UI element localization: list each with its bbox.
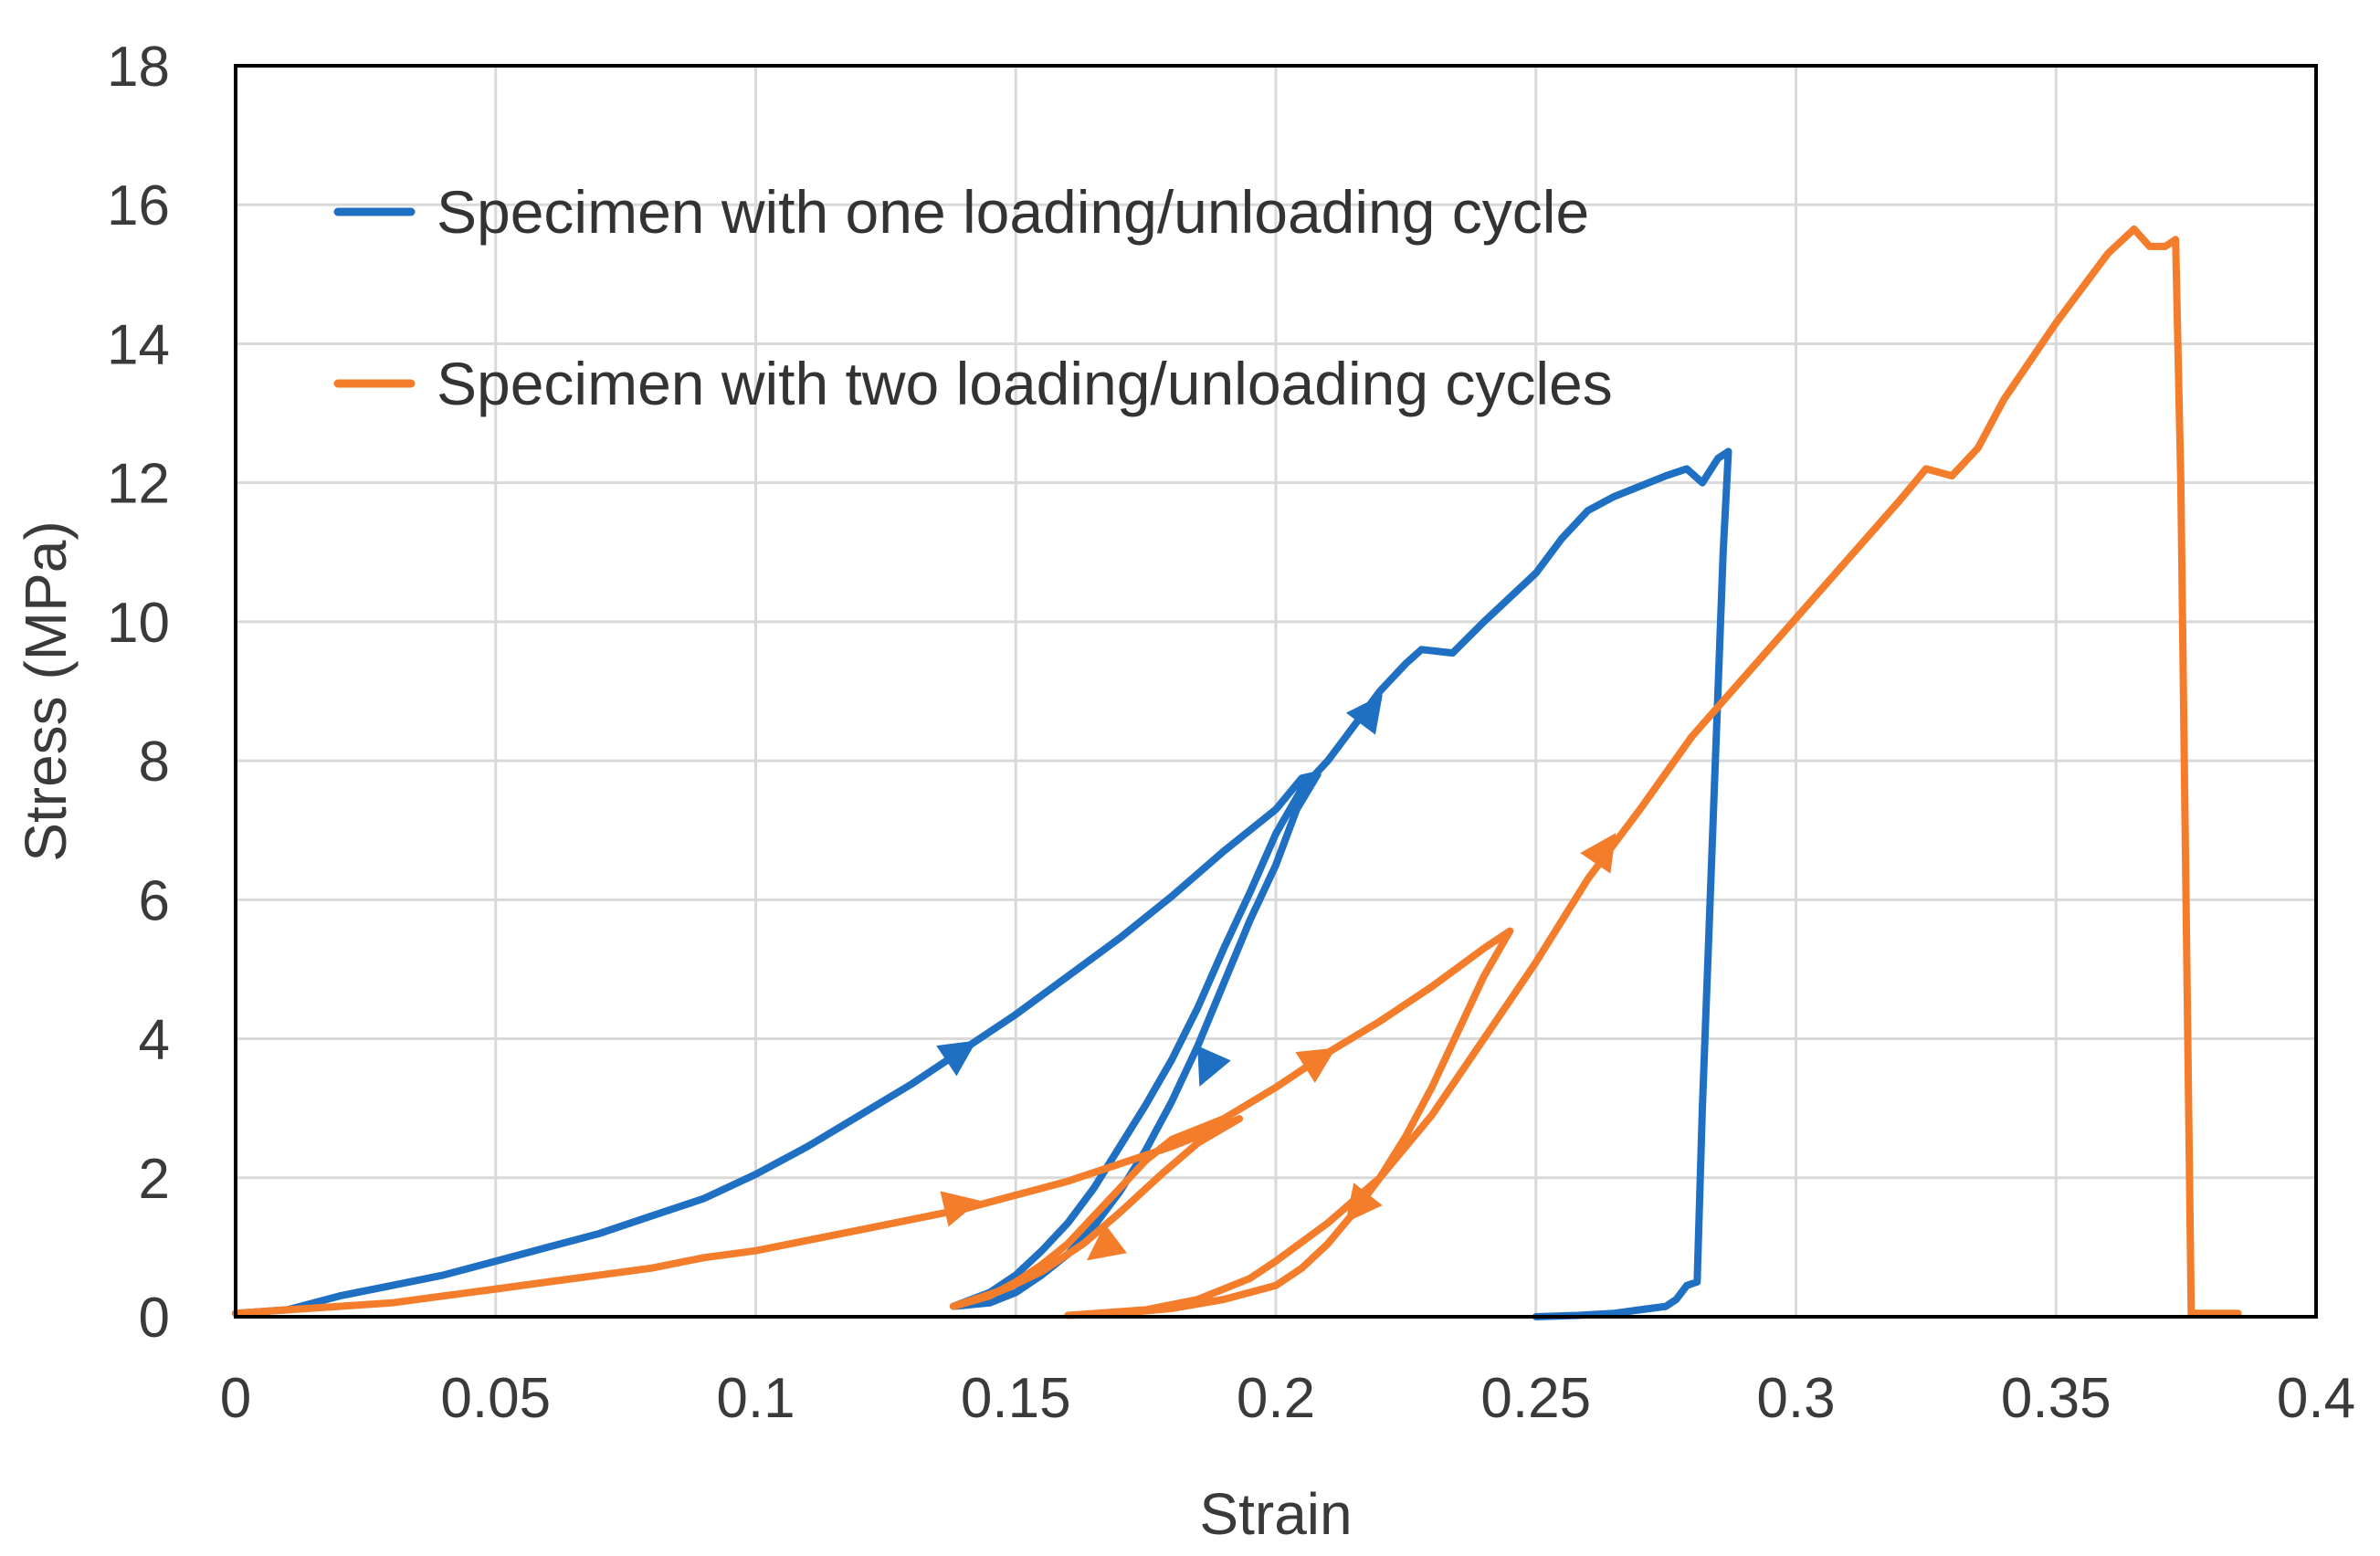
y-tick-label-1: 2 <box>139 1148 170 1211</box>
direction-arrow-7 <box>1580 833 1617 874</box>
x-tick-label-6: 0.3 <box>1756 1367 1835 1430</box>
x-tick-label-1: 0.05 <box>440 1367 551 1430</box>
series-line-1 <box>232 225 2242 1319</box>
grid-lines <box>234 64 2318 1319</box>
direction-arrows <box>936 694 1617 1261</box>
direction-arrow-1 <box>1197 1046 1231 1087</box>
legend-label-two-cycles: Specimen with two loading/unloading cycl… <box>437 350 1613 417</box>
x-tick-label-2: 0.1 <box>716 1367 795 1430</box>
direction-arrow-2 <box>1345 694 1383 735</box>
y-tick-label-3: 6 <box>139 869 170 932</box>
y-tick-label-7: 14 <box>107 313 170 376</box>
y-tick-label-8: 16 <box>107 174 170 237</box>
x-tick-label-7: 0.35 <box>2001 1367 2111 1430</box>
direction-arrow-5 <box>1295 1047 1336 1083</box>
x-tick-label-5: 0.25 <box>1480 1367 1591 1430</box>
x-tick-label-4: 0.2 <box>1237 1367 1315 1430</box>
tick-labels: 0 0.05 0.1 0.15 0.2 0.25 0.3 0.35 0.4 0 2 4 6 8 10 12 14… <box>107 36 2355 1430</box>
y-tick-label-0: 0 <box>139 1287 170 1350</box>
direction-arrow-0 <box>936 1040 977 1077</box>
legend: Specimen with one loading/unloading cycl… <box>333 178 1613 417</box>
x-tick-label-0: 0 <box>220 1367 251 1430</box>
plot-frame <box>234 64 2318 1319</box>
y-tick-label-4: 8 <box>139 731 170 794</box>
legend-label-one-cycle: Specimen with one loading/unloading cycl… <box>437 178 1589 246</box>
x-axis-title: Strain <box>1199 1481 1352 1547</box>
x-tick-label-8: 0.4 <box>2277 1367 2355 1430</box>
y-tick-label-2: 4 <box>139 1009 170 1072</box>
series-line-0 <box>232 447 1732 1320</box>
direction-arrow-4 <box>1086 1224 1127 1261</box>
x-tick-label-3: 0.15 <box>961 1367 1071 1430</box>
direction-arrow-6 <box>1345 1183 1383 1224</box>
y-tick-label-6: 12 <box>107 453 170 516</box>
direction-arrow-3 <box>940 1191 980 1227</box>
y-tick-label-5: 10 <box>107 592 170 655</box>
y-tick-label-9: 18 <box>107 36 170 99</box>
y-axis-title: Stress (MPa) <box>13 520 79 861</box>
series-lines <box>232 225 2242 1320</box>
